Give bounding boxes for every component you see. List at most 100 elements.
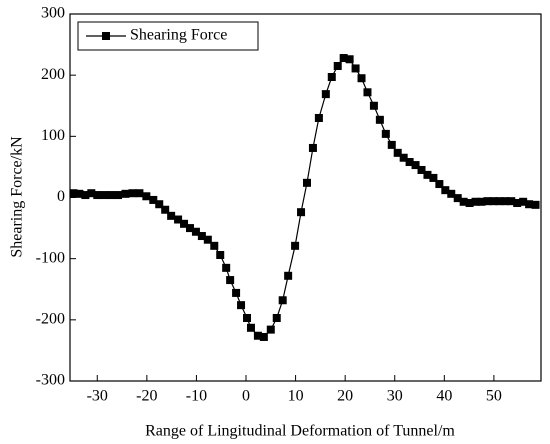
marker [272,313,281,322]
marker [142,192,151,201]
x-tick-label: 30 [387,388,403,405]
marker [423,170,432,179]
marker [180,219,189,228]
marker [121,189,130,198]
marker [453,194,462,203]
marker [87,189,96,198]
x-tick-label: -30 [87,388,108,405]
marker [284,271,293,280]
marker [483,197,492,206]
marker [411,161,420,170]
marker [253,331,262,340]
marker [197,232,206,241]
marker [266,325,275,334]
marker [441,186,450,195]
marker [185,224,194,233]
marker [278,296,287,305]
marker [387,140,396,149]
y-tick-label: -300 [36,372,65,389]
marker [314,113,323,122]
marker [435,180,444,189]
marker [519,197,528,206]
marker [345,55,354,64]
x-tick-label: -10 [186,388,207,405]
marker [417,165,426,174]
marker [465,199,474,208]
x-tick-label: 20 [337,388,353,405]
marker [321,90,330,99]
marker [191,227,200,236]
marker [210,241,219,250]
marker [393,148,402,157]
plot-frame [69,13,542,382]
marker [107,191,116,200]
marker [489,197,498,206]
legend-label: Shearing Force [130,27,227,44]
marker [327,73,336,82]
x-tick-label: 0 [242,388,250,405]
marker [93,191,102,200]
y-tick-label: 200 [41,66,65,83]
marker [100,191,109,200]
marker [308,143,317,152]
marker [405,158,414,167]
marker [222,263,231,272]
marker [501,197,510,206]
marker [174,215,183,224]
y-tick-label: -100 [36,249,65,266]
y-tick-label: 0 [57,188,65,205]
marker [477,197,486,206]
y-tick-label: 300 [41,5,65,22]
x-tick-label: 50 [486,388,502,405]
marker [75,189,84,198]
marker [302,178,311,187]
marker [135,189,144,198]
x-axis-label: Range of Lingitudinal Deformation of Tun… [145,423,455,440]
marker [351,64,360,73]
marker [128,189,137,198]
marker [333,61,342,70]
marker [291,241,300,250]
marker [242,313,251,322]
marker [226,276,235,285]
y-tick-label: -200 [36,311,65,328]
marker [459,197,468,206]
marker [237,301,246,310]
marker [375,115,384,124]
marker [232,288,241,297]
marker [203,235,212,244]
marker [339,54,348,63]
marker [447,189,456,198]
marker [429,173,438,182]
marker [357,74,366,83]
marker [216,250,225,259]
legend-marker [102,32,110,40]
marker [471,197,480,206]
x-tick-label: 40 [436,388,452,405]
marker [69,189,78,198]
marker [507,197,516,206]
marker [246,323,255,332]
marker [155,200,164,209]
marker [495,197,504,206]
marker [114,191,123,200]
marker [161,205,170,214]
marker [149,195,158,204]
marker [399,153,408,162]
y-tick-label: 100 [41,127,65,144]
marker [297,208,306,217]
marker [363,88,372,97]
x-tick-label: 10 [288,388,304,405]
marker [525,200,534,209]
marker [259,332,268,341]
y-axis-label: Shearing Force/kN [9,136,26,258]
marker [369,101,378,110]
marker [531,200,540,209]
marker [513,199,522,208]
marker [381,129,390,138]
marker [81,191,90,200]
x-tick-label: -20 [136,388,157,405]
marker [167,211,176,220]
